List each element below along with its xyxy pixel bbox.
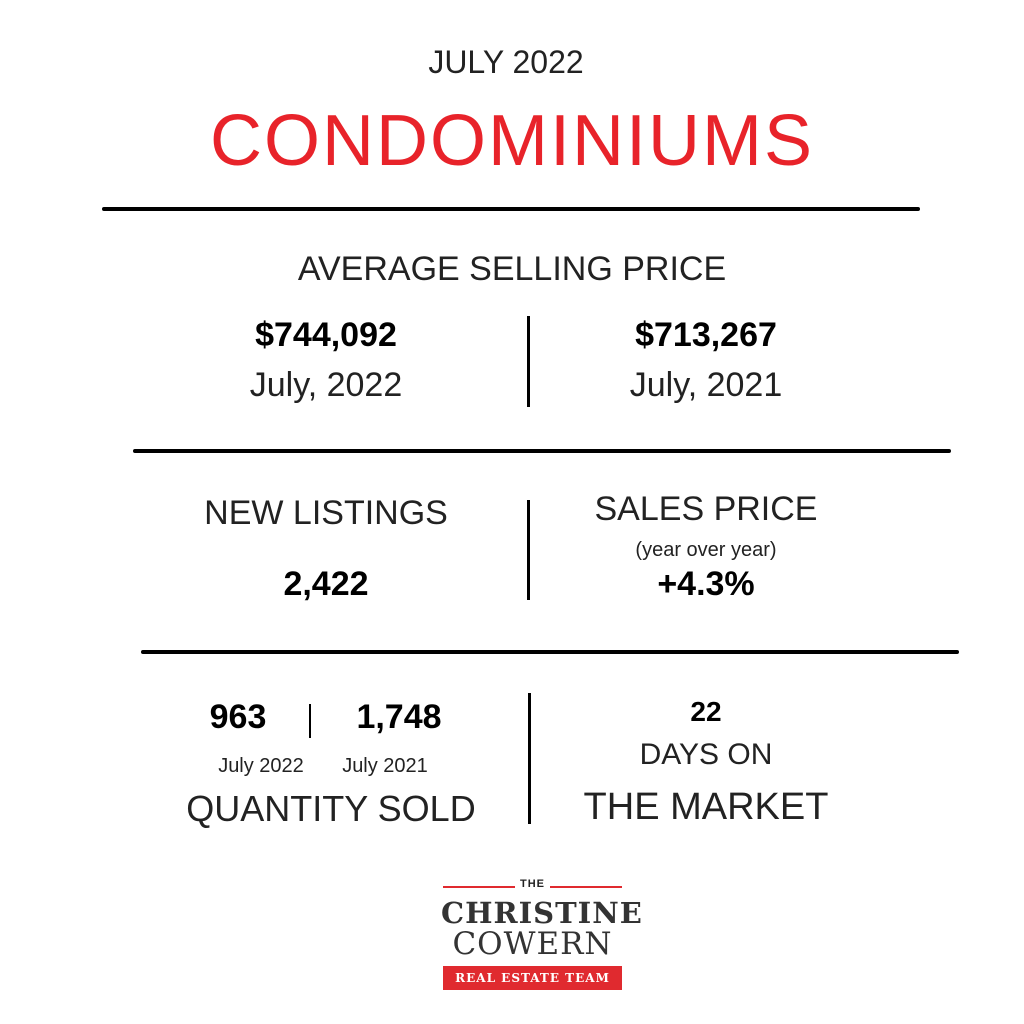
- asp-previous-date: July, 2021: [629, 366, 783, 404]
- listings-vertical-divider: [527, 500, 530, 600]
- sales-price-value: +4.3%: [657, 565, 755, 603]
- divider-top: [102, 207, 920, 211]
- brand-logo: THE CHRISTINE COWERN REAL ESTATE TEAM: [441, 878, 643, 993]
- quantity-sold-label: QUANTITY SOLD: [186, 788, 476, 829]
- logo-christine: CHRISTINE: [441, 896, 643, 930]
- days-on-market-value: 22: [690, 696, 722, 727]
- asp-previous-value: $713,267: [635, 316, 777, 354]
- qty-separator: [309, 704, 311, 738]
- qty-previous-value: 1,748: [356, 698, 442, 736]
- days-on-market-label-line1: DAYS ON: [639, 738, 773, 771]
- asp-current-date: July, 2022: [249, 366, 403, 404]
- logo-the: THE: [520, 878, 545, 890]
- new-listings-value: 2,422: [283, 565, 369, 603]
- qty-current-value: 963: [209, 698, 267, 736]
- month-label: JULY 2022: [428, 44, 584, 80]
- qty-previous-date: July 2021: [342, 755, 428, 777]
- logo-line-right: [550, 886, 622, 888]
- logo-line-left: [443, 886, 515, 888]
- sales-price-heading: SALES PRICE: [594, 490, 818, 528]
- asp-vertical-divider: [527, 316, 530, 407]
- logo-cowern: COWERN: [452, 926, 613, 962]
- page-title: CONDOMINIUMS: [210, 101, 814, 181]
- qty-current-date: July 2022: [218, 755, 304, 777]
- logo-badge: REAL ESTATE TEAM: [443, 966, 622, 990]
- sales-price-subheading: (year over year): [635, 539, 777, 561]
- new-listings-heading: NEW LISTINGS: [204, 494, 448, 532]
- days-on-market-label-line2: THE MARKET: [583, 786, 829, 828]
- divider-bottom: [141, 650, 959, 654]
- asp-current-value: $744,092: [255, 316, 397, 354]
- bottom-vertical-divider: [528, 693, 531, 824]
- divider-middle: [133, 449, 951, 453]
- average-selling-price-heading: AVERAGE SELLING PRICE: [297, 250, 727, 288]
